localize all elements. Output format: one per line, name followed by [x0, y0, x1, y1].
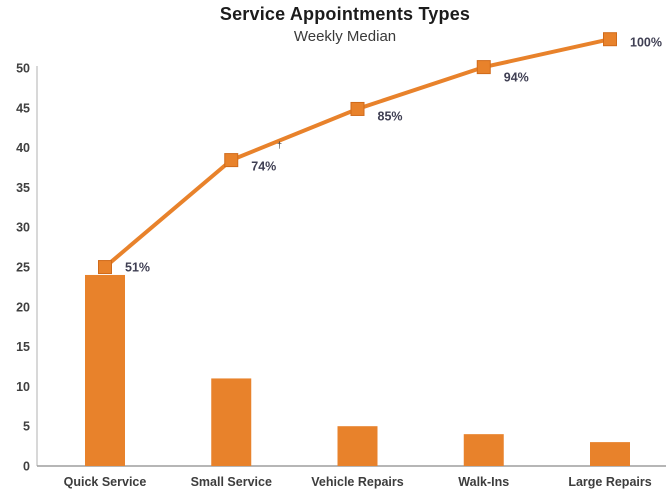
- line-marker: [350, 101, 365, 116]
- y-tick-label: 5: [23, 420, 30, 434]
- x-category-label: Walk-Ins: [458, 475, 509, 489]
- y-tick-label: 35: [16, 181, 30, 195]
- y-tick-label: 45: [16, 101, 30, 115]
- y-tick-label: 0: [23, 460, 30, 474]
- x-category-label: Quick Service: [64, 475, 147, 489]
- line-marker: [224, 153, 239, 168]
- pct-data-label: 74%: [251, 160, 276, 174]
- bar: [463, 434, 504, 466]
- bar: [337, 426, 378, 466]
- y-tick-label: 20: [16, 300, 30, 314]
- y-tick-label: 40: [16, 141, 30, 155]
- line-marker: [603, 32, 617, 47]
- stray-mark: †: [277, 140, 282, 150]
- y-tick-label: 10: [16, 380, 30, 394]
- bar: [85, 274, 125, 466]
- y-tick-label: 25: [16, 261, 30, 275]
- x-category-label: Large Repairs: [568, 475, 651, 489]
- y-tick-label: 30: [16, 221, 30, 235]
- pct-data-label: 94%: [504, 71, 529, 85]
- pct-data-label: 51%: [125, 261, 150, 275]
- bar: [211, 378, 252, 466]
- x-category-label: Vehicle Repairs: [311, 475, 403, 489]
- pct-data-label: 85%: [378, 109, 403, 123]
- line-marker: [98, 260, 112, 275]
- x-category-label: Small Service: [191, 475, 272, 489]
- y-tick-label: 50: [16, 62, 30, 76]
- bar: [590, 442, 630, 466]
- pct-data-label: 100%: [630, 36, 662, 50]
- y-tick-label: 15: [16, 340, 30, 354]
- cumulative-line: [103, 37, 611, 269]
- line-marker: [476, 60, 491, 75]
